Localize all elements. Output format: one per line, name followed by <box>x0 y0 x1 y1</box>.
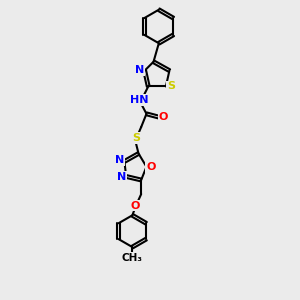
Text: CH₃: CH₃ <box>122 253 143 262</box>
Text: O: O <box>159 112 168 122</box>
Text: N: N <box>115 155 124 165</box>
Text: O: O <box>130 201 140 211</box>
Text: S: S <box>167 82 175 92</box>
Text: N: N <box>135 65 144 75</box>
Text: O: O <box>146 162 156 172</box>
Text: S: S <box>132 133 140 142</box>
Text: HN: HN <box>130 95 149 105</box>
Text: N: N <box>117 172 126 182</box>
